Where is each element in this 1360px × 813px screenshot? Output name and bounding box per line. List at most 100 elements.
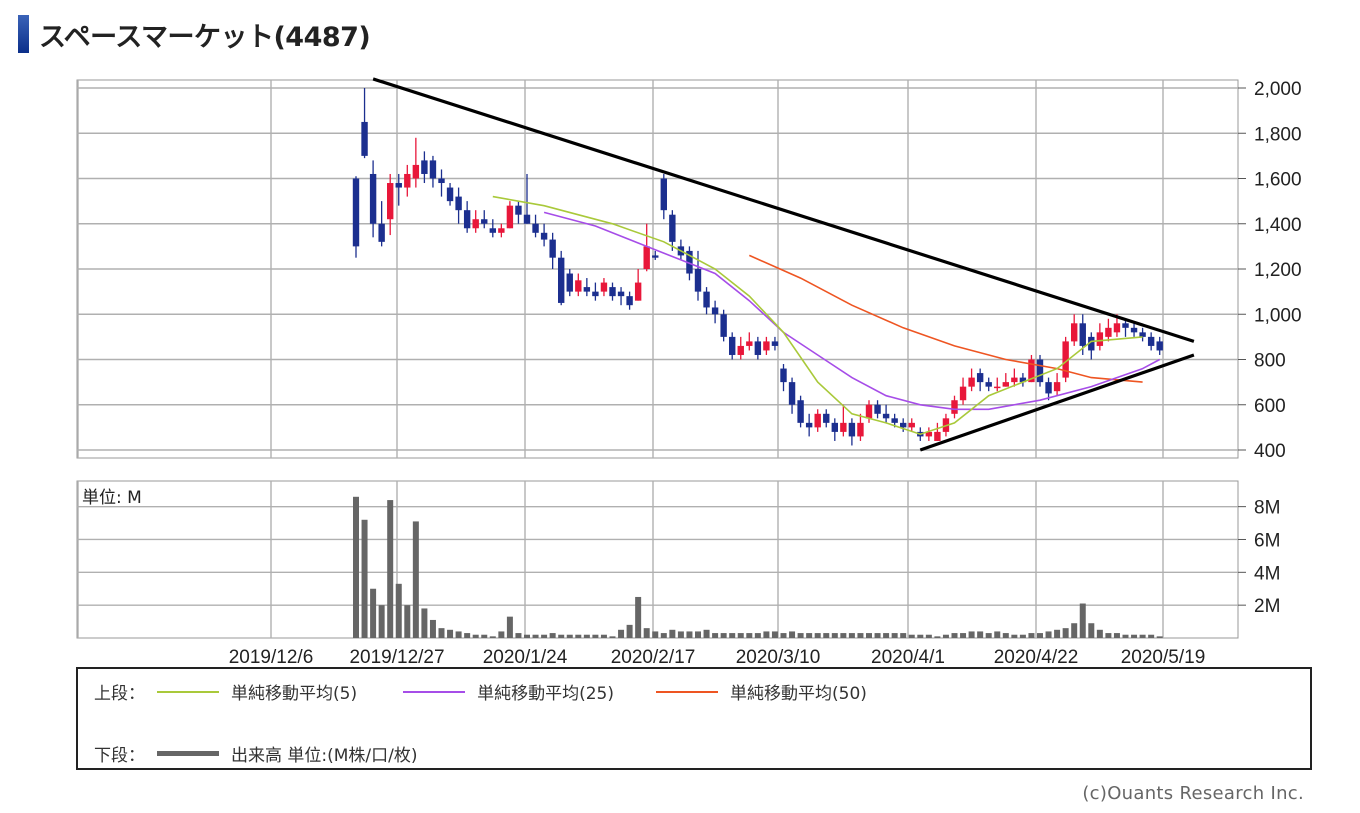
candle-down	[780, 368, 787, 383]
candle-down	[703, 291, 710, 308]
volume-bar	[908, 634, 915, 638]
candle-down	[1147, 336, 1155, 346]
volume-bar	[575, 634, 582, 638]
volume-bar	[831, 633, 838, 638]
chart-title: スペースマーケット(4487)	[39, 21, 371, 53]
candle-up	[412, 164, 420, 179]
volume-tick-label: 6M	[1254, 530, 1280, 551]
volume-bar	[737, 633, 744, 638]
candle-up	[994, 386, 1001, 389]
volume-bar	[1071, 623, 1078, 638]
candle-down	[891, 418, 898, 423]
candle-down	[558, 257, 565, 303]
legend: 上段： 単純移動平均(5) 単純移動平均(25) 単純移動平均(50) 下段： …	[76, 667, 1312, 770]
volume-bar	[541, 634, 548, 638]
candle-down	[985, 382, 992, 387]
candle-down	[788, 382, 796, 405]
volume-bar	[883, 633, 890, 638]
x-tick-label: 2020/4/22	[994, 647, 1079, 668]
candle-down	[823, 413, 830, 423]
volume-tick-label: 8M	[1254, 498, 1280, 519]
candle-down	[515, 205, 522, 215]
candle-down	[592, 291, 599, 297]
volume-bar	[438, 628, 445, 638]
chart-title-bar: スペースマーケット(4487)	[18, 14, 371, 54]
volume-bar	[806, 633, 813, 638]
volume-bar	[1156, 636, 1163, 638]
candle-down	[617, 291, 625, 297]
resistance-trendline	[372, 77, 1195, 343]
price-tick-label: 800	[1254, 351, 1286, 372]
legend-ma50: 単純移動平均(50)	[730, 684, 867, 704]
candle-down	[421, 160, 428, 174]
candle-down	[874, 404, 881, 414]
price-tick-label: 1,800	[1254, 124, 1302, 145]
price-tick-label: 1,200	[1254, 260, 1302, 281]
candle-down	[1139, 332, 1146, 337]
volume-bar	[840, 633, 847, 638]
volume-bar	[960, 633, 967, 638]
volume-bar	[1011, 634, 1018, 638]
x-tick-label: 2020/4/1	[871, 647, 945, 668]
candle-up	[865, 404, 873, 419]
volume-bar	[746, 633, 753, 638]
volume-bar	[643, 628, 650, 638]
candle-down	[583, 287, 591, 292]
volume-bar	[1105, 633, 1112, 638]
candle-up	[1053, 382, 1061, 392]
volume-bar	[472, 634, 479, 638]
volume-bar	[549, 633, 556, 638]
volume-bar	[917, 634, 924, 638]
candle-down	[523, 214, 531, 224]
candle-down	[797, 400, 804, 423]
volume-bar	[1131, 634, 1138, 638]
volume-bar	[720, 633, 727, 638]
candle-down	[1045, 382, 1052, 394]
candle-up	[575, 280, 582, 292]
volume-tick-label: 4M	[1254, 563, 1280, 584]
candle-up	[934, 431, 941, 441]
volume-bar	[977, 631, 984, 638]
candle-up	[746, 341, 753, 346]
candle-up	[1028, 359, 1035, 383]
volume-bar	[1139, 634, 1146, 638]
candle-down	[455, 196, 462, 211]
candle-down	[369, 173, 377, 224]
volume-bar	[464, 633, 471, 638]
volume-bar	[532, 634, 539, 638]
price-tick-label: 1,600	[1254, 170, 1302, 191]
ma5-line	[492, 195, 1143, 436]
volume-bar	[353, 496, 359, 638]
credit: (c)Ouants Research Inc.	[1082, 783, 1304, 804]
candle-up	[634, 282, 642, 301]
candle-down	[446, 187, 454, 202]
candle-down	[848, 422, 856, 437]
volume-bar	[498, 631, 505, 638]
legend-ma25: 単純移動平均(25)	[477, 684, 614, 704]
volume-bar	[395, 583, 402, 638]
candle-down	[652, 255, 659, 258]
candle-down	[532, 223, 539, 233]
volume-bar	[1019, 634, 1026, 638]
legend-volume: 出来高 単位:(M株/口/枚)	[231, 746, 418, 766]
volume-bar	[823, 633, 830, 638]
volume-plot-frame	[76, 480, 1239, 639]
legend-row-upper: 上段： 単純移動平均(5) 単純移動平均(25) 単純移動平均(50)	[94, 679, 867, 704]
volume-bar	[925, 634, 932, 638]
candle-down	[540, 232, 548, 240]
candle-down	[1036, 359, 1044, 383]
candle-up	[1096, 332, 1104, 346]
candle-down	[831, 422, 838, 432]
x-tick-label: 2020/5/19	[1121, 647, 1206, 668]
volume-bar	[592, 634, 599, 638]
volume-bar	[378, 605, 385, 638]
candle-down	[720, 314, 727, 337]
candle-down	[1088, 336, 1095, 351]
legend-ma5: 単純移動平均(5)	[231, 684, 358, 704]
x-tick-label: 2020/1/24	[483, 647, 568, 668]
volume-bar	[729, 633, 736, 638]
volume-bar	[789, 631, 796, 638]
legend-upper-label: 上段：	[94, 684, 145, 704]
volume-tick-label: 2M	[1254, 596, 1280, 617]
